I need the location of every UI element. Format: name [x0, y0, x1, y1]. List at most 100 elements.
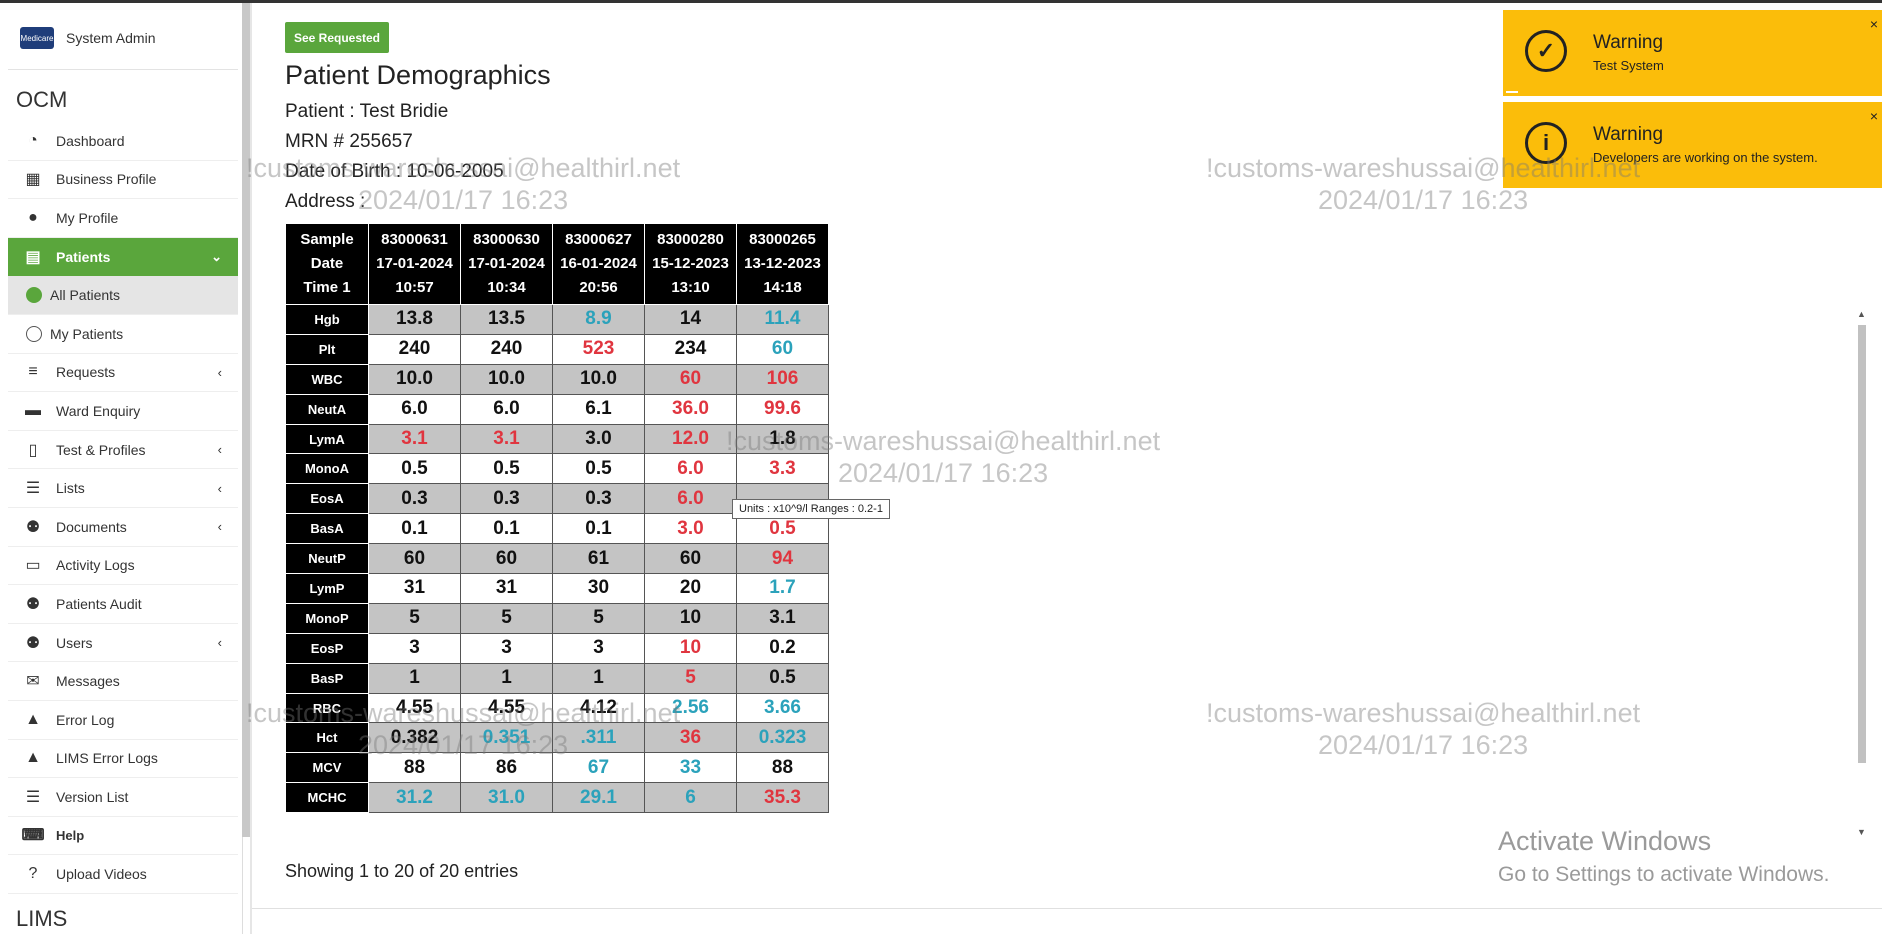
- result-cell[interactable]: 31.2: [368, 782, 461, 814]
- result-cell[interactable]: 10.0: [368, 363, 461, 395]
- result-cell[interactable]: 0.1: [368, 513, 461, 545]
- result-cell[interactable]: 523: [552, 333, 645, 365]
- result-cell[interactable]: 0.5: [552, 453, 645, 485]
- scroll-down-icon[interactable]: ▼: [1857, 827, 1866, 837]
- result-cell[interactable]: 3.1: [460, 423, 553, 455]
- close-icon[interactable]: ×: [1869, 108, 1878, 124]
- result-cell[interactable]: 86: [460, 752, 553, 784]
- result-cell[interactable]: 4.55: [460, 692, 553, 724]
- toast-warning-test-system[interactable]: ✓ Warning Test System ×: [1503, 10, 1882, 96]
- result-cell[interactable]: 6: [644, 782, 737, 814]
- result-cell[interactable]: 61: [552, 543, 645, 575]
- sidebar-item-test-profiles[interactable]: ▯ Test & Profiles ‹: [8, 431, 238, 470]
- result-cell[interactable]: 13.8: [368, 304, 461, 335]
- result-cell[interactable]: 0.3: [460, 483, 553, 515]
- sample-column-header[interactable]: 83000631 17-01-2024 10:57: [368, 223, 461, 305]
- result-cell[interactable]: 60: [736, 333, 829, 365]
- result-cell[interactable]: 3: [460, 632, 553, 664]
- result-cell[interactable]: 106: [736, 363, 829, 395]
- result-cell[interactable]: 94: [736, 543, 829, 575]
- result-cell[interactable]: 88: [368, 752, 461, 784]
- sample-column-header[interactable]: 83000265 13-12-2023 14:18: [736, 223, 829, 305]
- result-cell[interactable]: 30: [552, 573, 645, 604]
- sidebar-item-messages[interactable]: ✉ Messages: [8, 662, 238, 701]
- result-cell[interactable]: 6.0: [644, 483, 737, 515]
- sidebar-item-error-log[interactable]: ▲ Error Log: [8, 701, 238, 740]
- result-cell[interactable]: 0.1: [552, 513, 645, 545]
- sample-column-header[interactable]: 83000627 16-01-2024 20:56: [552, 223, 645, 305]
- result-cell[interactable]: 3.66: [736, 692, 829, 724]
- result-cell[interactable]: 36.0: [644, 393, 737, 425]
- result-cell[interactable]: 31: [368, 573, 461, 604]
- result-cell[interactable]: 10.0: [460, 363, 553, 395]
- result-cell[interactable]: 6.0: [460, 393, 553, 425]
- result-cell[interactable]: 0.5: [460, 453, 553, 485]
- result-cell[interactable]: 0.351: [460, 722, 553, 754]
- result-cell[interactable]: 10.0: [552, 363, 645, 395]
- result-cell[interactable]: 60: [368, 543, 461, 575]
- result-cell[interactable]: 20: [644, 573, 737, 604]
- sidebar-item-lims-error-logs[interactable]: ▲ LIMS Error Logs: [8, 740, 238, 779]
- result-cell[interactable]: 4.55: [368, 692, 461, 724]
- result-cell[interactable]: 6.0: [644, 453, 737, 485]
- result-cell[interactable]: 5: [644, 662, 737, 694]
- sidebar-item-business-profile[interactable]: ▦ Business Profile: [8, 161, 238, 200]
- result-cell[interactable]: 1: [552, 662, 645, 694]
- result-cell[interactable]: 0.323: [736, 722, 829, 754]
- sidebar-item-my-patients[interactable]: My Patients: [8, 314, 238, 354]
- result-cell[interactable]: 11.4: [736, 304, 829, 335]
- result-cell[interactable]: 1.7: [736, 573, 829, 604]
- result-cell[interactable]: 60: [644, 543, 737, 575]
- scroll-up-icon[interactable]: ▲: [1857, 309, 1866, 319]
- result-cell[interactable]: 29.1: [552, 782, 645, 814]
- result-cell[interactable]: 8.9: [552, 304, 645, 335]
- sidebar-item-dashboard[interactable]: ◔ Dashboard: [8, 122, 238, 161]
- result-cell[interactable]: 3: [368, 632, 461, 664]
- sample-column-header[interactable]: 83000630 17-01-2024 10:34: [460, 223, 553, 305]
- sidebar-item-upload-videos[interactable]: ? Upload Videos: [8, 855, 238, 894]
- result-cell[interactable]: 240: [460, 333, 553, 365]
- result-cell[interactable]: 10: [644, 632, 737, 664]
- sidebar-scrollbar[interactable]: [242, 3, 250, 837]
- result-cell[interactable]: 5: [552, 602, 645, 634]
- toast-warning-developers[interactable]: i Warning Developers are working on the …: [1503, 102, 1882, 188]
- result-cell[interactable]: 67: [552, 752, 645, 784]
- result-cell[interactable]: 0.3: [552, 483, 645, 515]
- sidebar-item-help[interactable]: ⌨ Help: [8, 817, 238, 856]
- result-cell[interactable]: 5: [460, 602, 553, 634]
- sidebar-item-patients-audit[interactable]: ⚉ Patients Audit: [8, 585, 238, 624]
- result-cell[interactable]: 0.3: [368, 483, 461, 515]
- result-cell[interactable]: 2.56: [644, 692, 737, 724]
- result-cell[interactable]: 10: [644, 602, 737, 634]
- see-requested-button[interactable]: See Requested: [285, 22, 389, 53]
- result-cell[interactable]: 3.0: [552, 423, 645, 455]
- brand[interactable]: Medicare System Admin: [20, 23, 155, 53]
- result-cell[interactable]: 6.0: [368, 393, 461, 425]
- result-cell[interactable]: 88: [736, 752, 829, 784]
- result-cell[interactable]: 31: [460, 573, 553, 604]
- result-cell[interactable]: 3.3: [736, 453, 829, 485]
- result-cell[interactable]: 35.3: [736, 782, 829, 814]
- result-cell[interactable]: 14: [644, 304, 737, 335]
- scroll-thumb[interactable]: [1858, 325, 1866, 763]
- result-cell[interactable]: 234: [644, 333, 737, 365]
- result-cell[interactable]: .311: [552, 722, 645, 754]
- result-cell[interactable]: 4.12: [552, 692, 645, 724]
- result-cell[interactable]: 1: [368, 662, 461, 694]
- sidebar-item-patients[interactable]: ▤ Patients ⌄: [8, 237, 238, 277]
- result-cell[interactable]: 5: [368, 602, 461, 634]
- result-cell[interactable]: 36: [644, 722, 737, 754]
- result-cell[interactable]: 99.6: [736, 393, 829, 425]
- result-cell[interactable]: 12.0: [644, 423, 737, 455]
- result-cell[interactable]: 0.1: [460, 513, 553, 545]
- result-cell[interactable]: 1: [460, 662, 553, 694]
- sidebar-item-activity-logs[interactable]: ▭ Activity Logs: [8, 547, 238, 586]
- sidebar-item-lists[interactable]: ☰ Lists ‹: [8, 469, 238, 508]
- result-cell[interactable]: 3: [552, 632, 645, 664]
- result-cell[interactable]: 60: [644, 363, 737, 395]
- result-cell[interactable]: 33: [644, 752, 737, 784]
- result-cell[interactable]: 3.0: [644, 513, 737, 545]
- result-cell[interactable]: 0.5: [368, 453, 461, 485]
- result-cell[interactable]: 240: [368, 333, 461, 365]
- result-cell[interactable]: 6.1: [552, 393, 645, 425]
